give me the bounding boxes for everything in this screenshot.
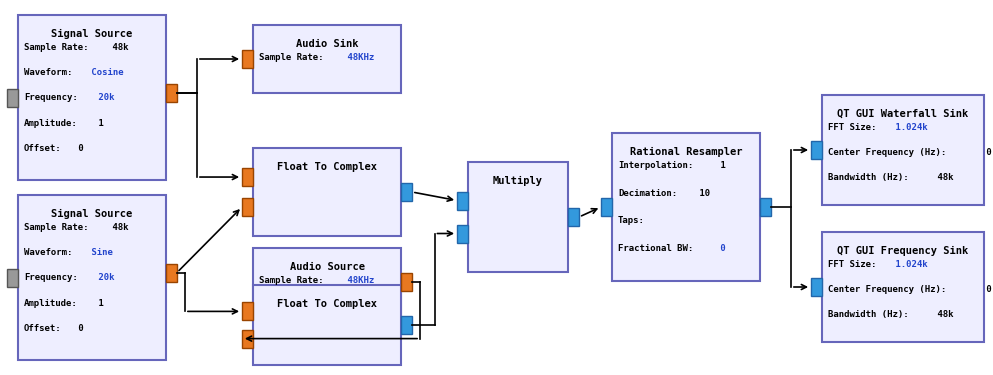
Bar — [166, 264, 177, 282]
Text: Taps:: Taps: — [618, 216, 644, 225]
Bar — [242, 330, 253, 348]
Text: Frequency:: Frequency: — [24, 273, 77, 282]
Bar — [253, 248, 401, 316]
Text: Float To Complex: Float To Complex — [277, 299, 377, 309]
Text: Center Frequency (Hz):: Center Frequency (Hz): — [828, 285, 946, 294]
Text: Frequency:: Frequency: — [24, 93, 77, 102]
Text: Offset:: Offset: — [24, 144, 62, 153]
Bar — [568, 208, 579, 226]
Text: 1.024k: 1.024k — [891, 123, 928, 132]
Text: 48k: 48k — [107, 43, 129, 52]
Text: 1: 1 — [93, 118, 104, 128]
Text: Fractional BW:: Fractional BW: — [618, 244, 693, 253]
Text: Interpolation:: Interpolation: — [618, 161, 693, 170]
Bar — [401, 183, 412, 201]
Text: Signal Source: Signal Source — [52, 209, 133, 219]
Text: 0: 0 — [980, 285, 991, 294]
Text: Center Frequency (Hz):: Center Frequency (Hz): — [828, 148, 946, 157]
Text: Amplitude:: Amplitude: — [24, 298, 77, 307]
Text: Audio Sink: Audio Sink — [296, 39, 358, 49]
Text: Float To Complex: Float To Complex — [277, 162, 377, 172]
Bar — [811, 278, 822, 296]
Text: Sample Rate:: Sample Rate: — [24, 223, 88, 232]
Bar — [612, 133, 760, 281]
Bar — [401, 273, 412, 291]
Text: 1: 1 — [93, 298, 104, 307]
Text: Audio Source: Audio Source — [290, 262, 364, 272]
Bar — [457, 225, 468, 243]
Text: Sample Rate:: Sample Rate: — [259, 276, 324, 285]
Bar — [401, 316, 412, 334]
Bar — [253, 25, 401, 93]
Text: FFT Size:: FFT Size: — [828, 260, 877, 269]
Bar — [242, 302, 253, 320]
Text: 0: 0 — [72, 324, 83, 333]
Text: 0: 0 — [72, 144, 83, 153]
Bar — [760, 198, 771, 216]
Text: 10: 10 — [694, 189, 710, 198]
Text: FFT Size:: FFT Size: — [828, 123, 877, 132]
Text: Sine: Sine — [86, 248, 113, 257]
Text: Sample Rate:: Sample Rate: — [259, 53, 324, 62]
Bar — [822, 232, 984, 342]
Text: 1: 1 — [715, 161, 726, 170]
Text: Signal Source: Signal Source — [52, 29, 133, 39]
Bar — [242, 50, 253, 68]
Bar — [7, 88, 18, 106]
Bar — [18, 15, 166, 180]
Text: 20k: 20k — [93, 93, 115, 102]
Bar — [242, 168, 253, 186]
Text: 48KHz: 48KHz — [343, 53, 374, 62]
Text: Cosine: Cosine — [86, 68, 124, 77]
Bar — [822, 95, 984, 205]
Text: QT GUI Waterfall Sink: QT GUI Waterfall Sink — [837, 109, 968, 119]
Bar — [18, 195, 166, 360]
Text: Sample Rate:: Sample Rate: — [24, 43, 88, 52]
Bar — [7, 268, 18, 286]
Text: 20k: 20k — [93, 273, 115, 282]
Text: Offset:: Offset: — [24, 324, 62, 333]
Text: Bandwidth (Hz):: Bandwidth (Hz): — [828, 310, 909, 319]
Bar — [601, 198, 612, 216]
Text: 1.024k: 1.024k — [891, 260, 928, 269]
Bar — [253, 148, 401, 236]
Bar — [242, 198, 253, 216]
Text: 0: 0 — [715, 244, 726, 253]
Text: 48k: 48k — [107, 223, 129, 232]
Text: 0: 0 — [980, 148, 991, 157]
Text: 48k: 48k — [932, 310, 953, 319]
Text: Bandwidth (Hz):: Bandwidth (Hz): — [828, 173, 909, 182]
Bar — [457, 192, 468, 210]
Text: Decimation:: Decimation: — [618, 189, 677, 198]
Text: Waveform:: Waveform: — [24, 68, 72, 77]
Text: 48KHz: 48KHz — [343, 276, 374, 285]
Text: QT GUI Frequency Sink: QT GUI Frequency Sink — [837, 246, 968, 256]
Bar — [468, 162, 568, 272]
Text: 48k: 48k — [932, 173, 953, 182]
Bar — [253, 285, 401, 365]
Bar — [811, 141, 822, 159]
Text: Multiply: Multiply — [493, 176, 543, 186]
Text: Rational Resampler: Rational Resampler — [630, 147, 742, 157]
Bar — [166, 84, 177, 102]
Text: Amplitude:: Amplitude: — [24, 118, 77, 128]
Text: Waveform:: Waveform: — [24, 248, 72, 257]
